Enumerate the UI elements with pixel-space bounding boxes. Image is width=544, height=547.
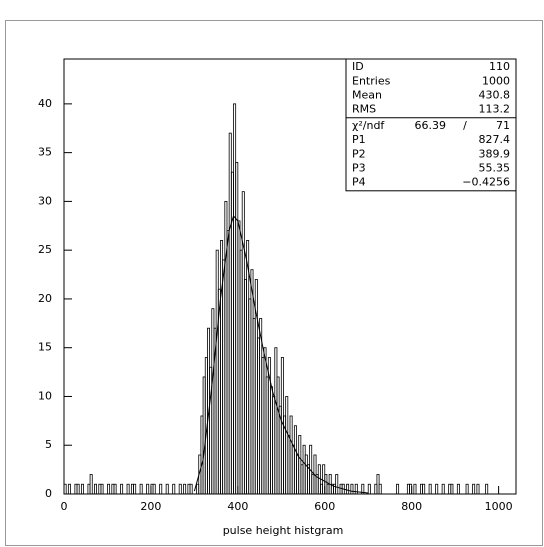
histogram-bar (485, 483, 489, 495)
canvas-frame (5, 20, 543, 546)
histogram-bar (354, 483, 358, 495)
histogram-bar (139, 483, 143, 495)
stats-value: 110 (489, 60, 510, 73)
x-tick-label: 1000 (485, 500, 513, 513)
y-tick-label: 0 (45, 487, 52, 500)
x-tick-label: 400 (227, 500, 248, 513)
histogram-bar (435, 483, 439, 495)
histogram-bar (450, 483, 454, 495)
histogram-bar (189, 483, 193, 495)
histogram-bar (413, 483, 417, 495)
histogram-bar (350, 483, 354, 495)
histogram-bar (165, 483, 169, 495)
stats-value: / (463, 119, 467, 132)
histogram-bar (472, 483, 476, 495)
stats-label: P1 (352, 133, 366, 146)
y-tick-label: 30 (38, 194, 52, 207)
histogram-bar (107, 483, 111, 495)
histogram-bar (367, 483, 371, 495)
histogram-bar (396, 483, 400, 495)
y-tick-label: 25 (38, 243, 52, 256)
histogram-bar (120, 483, 124, 495)
histogram-bar (378, 483, 382, 495)
x-tick-label: 200 (140, 500, 161, 513)
stats-label: RMS (352, 103, 376, 116)
histogram-bar (183, 483, 187, 495)
stats-value: 430.8 (479, 89, 511, 102)
histogram-bar (146, 483, 150, 495)
histogram-bar (159, 483, 163, 495)
histogram-bar (67, 483, 71, 495)
y-tick-label: 10 (38, 389, 52, 402)
stats-label: ID (352, 60, 364, 73)
histogram-bar (172, 483, 176, 495)
stats-box (345, 58, 517, 192)
x-tick-label: 600 (314, 500, 335, 513)
histogram-bar (465, 483, 469, 495)
y-tick-label: 35 (38, 146, 52, 159)
histogram-bar (346, 483, 350, 495)
stats-label: P2 (352, 147, 366, 160)
stats-value: 827.4 (479, 133, 511, 146)
histogram-bar (80, 483, 84, 495)
stats-label: P4 (352, 176, 366, 189)
histogram-bar (152, 483, 156, 495)
stats-value: 1000 (482, 74, 510, 87)
histogram-bar (441, 483, 445, 495)
stats-value: 66.39 (415, 119, 447, 132)
histogram-bar (409, 483, 413, 495)
histogram-bar (113, 483, 117, 495)
stats-value: −0.4256 (462, 176, 510, 189)
histogram-bar (456, 483, 460, 495)
y-tick-label: 5 (45, 438, 52, 451)
stats-value: 71 (496, 119, 510, 132)
histogram-bar (178, 483, 182, 495)
x-axis-label: pulse height histgram (223, 524, 344, 537)
stats-label: P3 (352, 162, 366, 175)
stats-value: 55.35 (479, 162, 511, 175)
histogram-bar (76, 483, 80, 495)
histogram-bar (428, 483, 432, 495)
stats-value: 113.2 (479, 103, 511, 116)
histogram-bar (100, 483, 104, 495)
stats-label: Entries (352, 74, 391, 87)
x-tick-label: 0 (61, 500, 68, 513)
histogram-bar (361, 483, 365, 495)
histogram-bar (94, 483, 97, 495)
fit-curve (193, 215, 369, 494)
histogram-bar (335, 474, 339, 495)
stats-value: 389.9 (479, 147, 511, 160)
stats-label: Mean (352, 89, 382, 102)
x-tick-label: 800 (401, 500, 422, 513)
histogram-bar (422, 483, 426, 495)
histogram-bar (63, 483, 67, 495)
y-tick-label: 20 (38, 292, 52, 305)
histogram-bar (133, 483, 137, 495)
stats-label: χ²/ndf (352, 119, 385, 132)
histogram-bar (89, 474, 93, 495)
y-tick-label: 15 (38, 341, 52, 354)
histogram-bar (126, 483, 130, 495)
histogram-bar (476, 483, 480, 495)
y-tick-label: 40 (38, 97, 52, 110)
